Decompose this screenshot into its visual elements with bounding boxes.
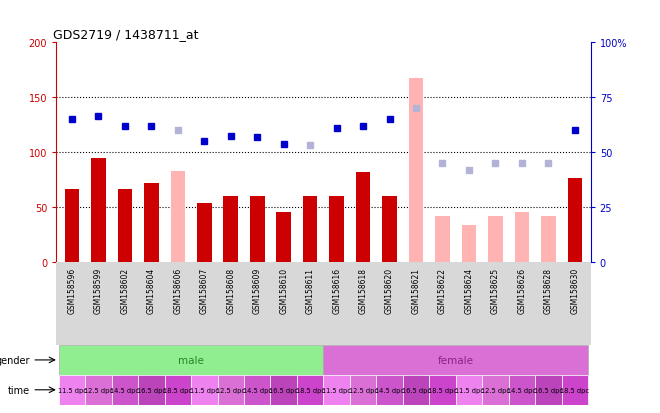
Bar bbox=[541, 217, 556, 263]
Bar bbox=[376, 375, 403, 405]
Bar bbox=[323, 345, 588, 375]
Text: 12.5 dpc: 12.5 dpc bbox=[348, 387, 378, 393]
Text: 16.5 dpc: 16.5 dpc bbox=[269, 387, 298, 393]
Bar bbox=[535, 375, 562, 405]
Bar bbox=[164, 375, 191, 405]
Bar bbox=[509, 375, 535, 405]
Text: 16.5 dpc: 16.5 dpc bbox=[137, 387, 166, 393]
Bar bbox=[297, 375, 323, 405]
Text: GSM158620: GSM158620 bbox=[385, 267, 394, 313]
Bar bbox=[303, 197, 317, 263]
Bar bbox=[244, 375, 271, 405]
Text: GSM158624: GSM158624 bbox=[465, 267, 473, 313]
Text: GSM158602: GSM158602 bbox=[120, 267, 129, 313]
Bar bbox=[85, 375, 112, 405]
Text: 14.5 dpc: 14.5 dpc bbox=[110, 387, 139, 393]
Text: GSM158622: GSM158622 bbox=[438, 267, 447, 313]
Bar bbox=[117, 189, 132, 263]
Text: GSM158608: GSM158608 bbox=[226, 267, 235, 313]
Text: 14.5 dpc: 14.5 dpc bbox=[243, 387, 272, 393]
Text: male: male bbox=[178, 355, 204, 365]
Text: GSM158625: GSM158625 bbox=[491, 267, 500, 313]
Text: 12.5 dpc: 12.5 dpc bbox=[84, 387, 113, 393]
Bar bbox=[65, 189, 79, 263]
Text: GSM158621: GSM158621 bbox=[412, 267, 420, 313]
Bar bbox=[350, 375, 376, 405]
Bar bbox=[59, 375, 85, 405]
Bar bbox=[382, 197, 397, 263]
Text: 14.5 dpc: 14.5 dpc bbox=[375, 387, 404, 393]
Bar bbox=[323, 375, 350, 405]
Text: GSM158611: GSM158611 bbox=[306, 267, 315, 313]
Bar bbox=[277, 212, 291, 263]
Text: 18.5 dpc: 18.5 dpc bbox=[560, 387, 589, 393]
Bar bbox=[515, 212, 529, 263]
Bar bbox=[138, 375, 164, 405]
Bar bbox=[455, 375, 482, 405]
Text: GSM158616: GSM158616 bbox=[332, 267, 341, 313]
Bar bbox=[250, 197, 265, 263]
Text: time: time bbox=[7, 385, 30, 395]
Text: GSM158604: GSM158604 bbox=[147, 267, 156, 313]
Bar bbox=[482, 375, 509, 405]
Text: GSM158610: GSM158610 bbox=[279, 267, 288, 313]
Bar bbox=[409, 78, 423, 263]
Bar bbox=[271, 375, 297, 405]
Bar bbox=[144, 184, 158, 263]
Text: 18.5 dpc: 18.5 dpc bbox=[163, 387, 192, 393]
Bar bbox=[488, 217, 503, 263]
Bar bbox=[112, 375, 138, 405]
Bar bbox=[197, 204, 212, 263]
Text: GSM158609: GSM158609 bbox=[253, 267, 262, 313]
Text: 16.5 dpc: 16.5 dpc bbox=[534, 387, 563, 393]
Bar bbox=[224, 197, 238, 263]
Bar bbox=[403, 375, 429, 405]
Bar bbox=[59, 345, 323, 375]
Text: GSM158596: GSM158596 bbox=[67, 267, 77, 313]
Text: GSM158607: GSM158607 bbox=[200, 267, 209, 313]
Text: GSM158599: GSM158599 bbox=[94, 267, 103, 313]
Text: 12.5 dpc: 12.5 dpc bbox=[216, 387, 246, 393]
Text: GSM158628: GSM158628 bbox=[544, 267, 553, 313]
Text: gender: gender bbox=[0, 355, 30, 365]
Text: 11.5 dpc: 11.5 dpc bbox=[455, 387, 483, 393]
Text: GSM158618: GSM158618 bbox=[358, 267, 368, 313]
Bar bbox=[462, 225, 477, 263]
Bar bbox=[562, 375, 588, 405]
Text: 18.5 dpc: 18.5 dpc bbox=[296, 387, 325, 393]
Text: 18.5 dpc: 18.5 dpc bbox=[428, 387, 457, 393]
Text: GSM158606: GSM158606 bbox=[174, 267, 182, 313]
Text: 14.5 dpc: 14.5 dpc bbox=[508, 387, 537, 393]
Bar bbox=[170, 172, 185, 263]
Text: GSM158630: GSM158630 bbox=[570, 267, 579, 313]
Text: 16.5 dpc: 16.5 dpc bbox=[401, 387, 430, 393]
Bar bbox=[435, 217, 449, 263]
Bar bbox=[91, 159, 106, 263]
Text: 11.5 dpc: 11.5 dpc bbox=[190, 387, 218, 393]
Text: female: female bbox=[438, 355, 474, 365]
Text: GSM158626: GSM158626 bbox=[517, 267, 527, 313]
Bar bbox=[191, 375, 218, 405]
Text: 12.5 dpc: 12.5 dpc bbox=[481, 387, 510, 393]
Bar bbox=[568, 178, 582, 263]
Bar bbox=[329, 197, 344, 263]
Text: 11.5 dpc: 11.5 dpc bbox=[322, 387, 351, 393]
Text: GDS2719 / 1438711_at: GDS2719 / 1438711_at bbox=[53, 28, 199, 41]
Bar bbox=[218, 375, 244, 405]
Bar bbox=[356, 173, 370, 263]
Bar bbox=[429, 375, 455, 405]
Text: 11.5 dpc: 11.5 dpc bbox=[57, 387, 86, 393]
